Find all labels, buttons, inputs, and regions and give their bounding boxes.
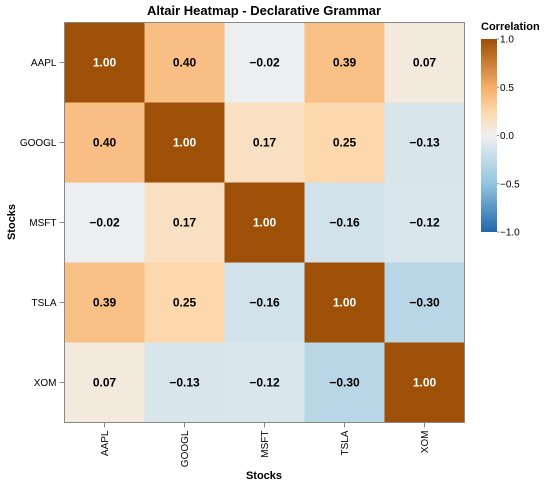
x-tick-label: AAPL	[100, 430, 111, 456]
x-tick-label: TSLA	[340, 430, 351, 455]
heatmap-cell-googl-googl	[144, 102, 225, 183]
cell-value-label: −0.30	[409, 296, 440, 310]
heatmap-cell-xom-aapl	[64, 342, 145, 423]
heatmap-cell-googl-msft	[224, 102, 305, 183]
x-tick-label: XOM	[420, 431, 431, 454]
cell-value-label: 0.40	[173, 56, 197, 70]
legend-tick-label: 0.5	[500, 83, 514, 94]
cell-value-label: 0.39	[93, 296, 117, 310]
cell-value-label: −0.13	[169, 376, 200, 390]
cell-value-label: −0.16	[249, 296, 280, 310]
heatmap-cell-tsla-msft	[224, 262, 305, 343]
heatmap-cell-msft-googl	[144, 182, 225, 263]
heatmap-cell-tsla-googl	[144, 262, 225, 343]
heatmap-cell-tsla-xom	[384, 262, 465, 343]
legend-tick-label: −0.5	[500, 179, 520, 190]
heatmap-cell-msft-xom	[384, 182, 465, 263]
x-tick-label: MSFT	[260, 431, 271, 458]
heatmap-cell-tsla-aapl	[64, 262, 145, 343]
cell-value-label: −0.02	[89, 216, 120, 230]
y-tick-label: MSFT	[29, 218, 56, 229]
legend-title: Correlation	[481, 21, 540, 33]
heatmap-cell-googl-aapl	[64, 102, 145, 183]
cell-value-label: 0.07	[413, 56, 437, 70]
cell-value-label: −0.12	[249, 376, 280, 390]
cell-value-label: 0.40	[93, 136, 117, 150]
cell-value-label: 1.00	[253, 216, 277, 230]
heatmap-cell-aapl-tsla	[304, 22, 385, 103]
cell-value-label: −0.12	[409, 216, 440, 230]
heatmap-cell-tsla-tsla	[304, 262, 385, 343]
cell-value-label: −0.02	[249, 56, 280, 70]
heatmap-cell-aapl-msft	[224, 22, 305, 103]
x-axis: AAPL GOOGL MSFT TSLA XOM	[100, 422, 431, 467]
cell-value-label: −0.30	[329, 376, 360, 390]
cell-value-label: 1.00	[413, 376, 437, 390]
y-axis: AAPL GOOGL MSFT TSLA XOM	[20, 58, 65, 389]
cell-value-label: 1.00	[173, 136, 197, 150]
cell-value-label: 0.07	[93, 376, 117, 390]
legend-tick-label: 0.0	[500, 131, 514, 142]
heatmap-cell-xom-xom	[384, 342, 465, 423]
cell-value-label: 0.25	[173, 296, 197, 310]
cell-value-label: 1.00	[93, 56, 117, 70]
heatmap-cell-xom-msft	[224, 342, 305, 423]
legend-tick-label: 1.0	[500, 35, 514, 46]
legend-ticks: 1.0 0.5 0.0 −0.5 −1.0	[497, 35, 520, 239]
cell-value-label: 0.17	[173, 216, 197, 230]
heatmap-cell-msft-msft	[224, 182, 305, 263]
y-tick-label: AAPL	[31, 58, 57, 69]
heatmap-cell-googl-xom	[384, 102, 465, 183]
y-tick-label: GOOGL	[20, 138, 57, 149]
y-tick-label: TSLA	[31, 298, 56, 309]
heatmap-cell-googl-tsla	[304, 102, 385, 183]
heatmap-cell-msft-aapl	[64, 182, 145, 263]
x-tick-label: GOOGL	[180, 430, 191, 467]
heatmap-cell-msft-tsla	[304, 182, 385, 263]
chart-title: Altair Heatmap - Declarative Grammar	[147, 3, 381, 18]
legend-tick-label: −1.0	[500, 228, 520, 239]
heatmap-cell-xom-googl	[144, 342, 225, 423]
color-legend: Correlation 1.0 0.5 0.0 −0.5 −1.0	[481, 21, 540, 239]
heatmap-cell-xom-tsla	[304, 342, 385, 423]
heatmap-cell-aapl-aapl	[64, 22, 145, 103]
cell-value-label: 0.25	[333, 136, 357, 150]
cell-value-label: 1.00	[333, 296, 357, 310]
heatmap-cells: 1.00 0.40 −0.02 0.39 0.07 0.40 1.00 0.17 0.25 −0.…	[64, 22, 465, 423]
y-tick-label: XOM	[34, 378, 57, 389]
cell-value-label: 0.39	[333, 56, 357, 70]
cell-value-label: −0.16	[329, 216, 360, 230]
cell-value-label: −0.13	[409, 136, 440, 150]
heatmap-cell-aapl-googl	[144, 22, 225, 103]
legend-color-bar	[481, 39, 497, 232]
cell-value-label: 0.17	[253, 136, 277, 150]
heatmap-cell-aapl-xom	[384, 22, 465, 103]
y-axis-title: Stocks	[6, 204, 18, 240]
x-axis-title: Stocks	[246, 470, 282, 482]
